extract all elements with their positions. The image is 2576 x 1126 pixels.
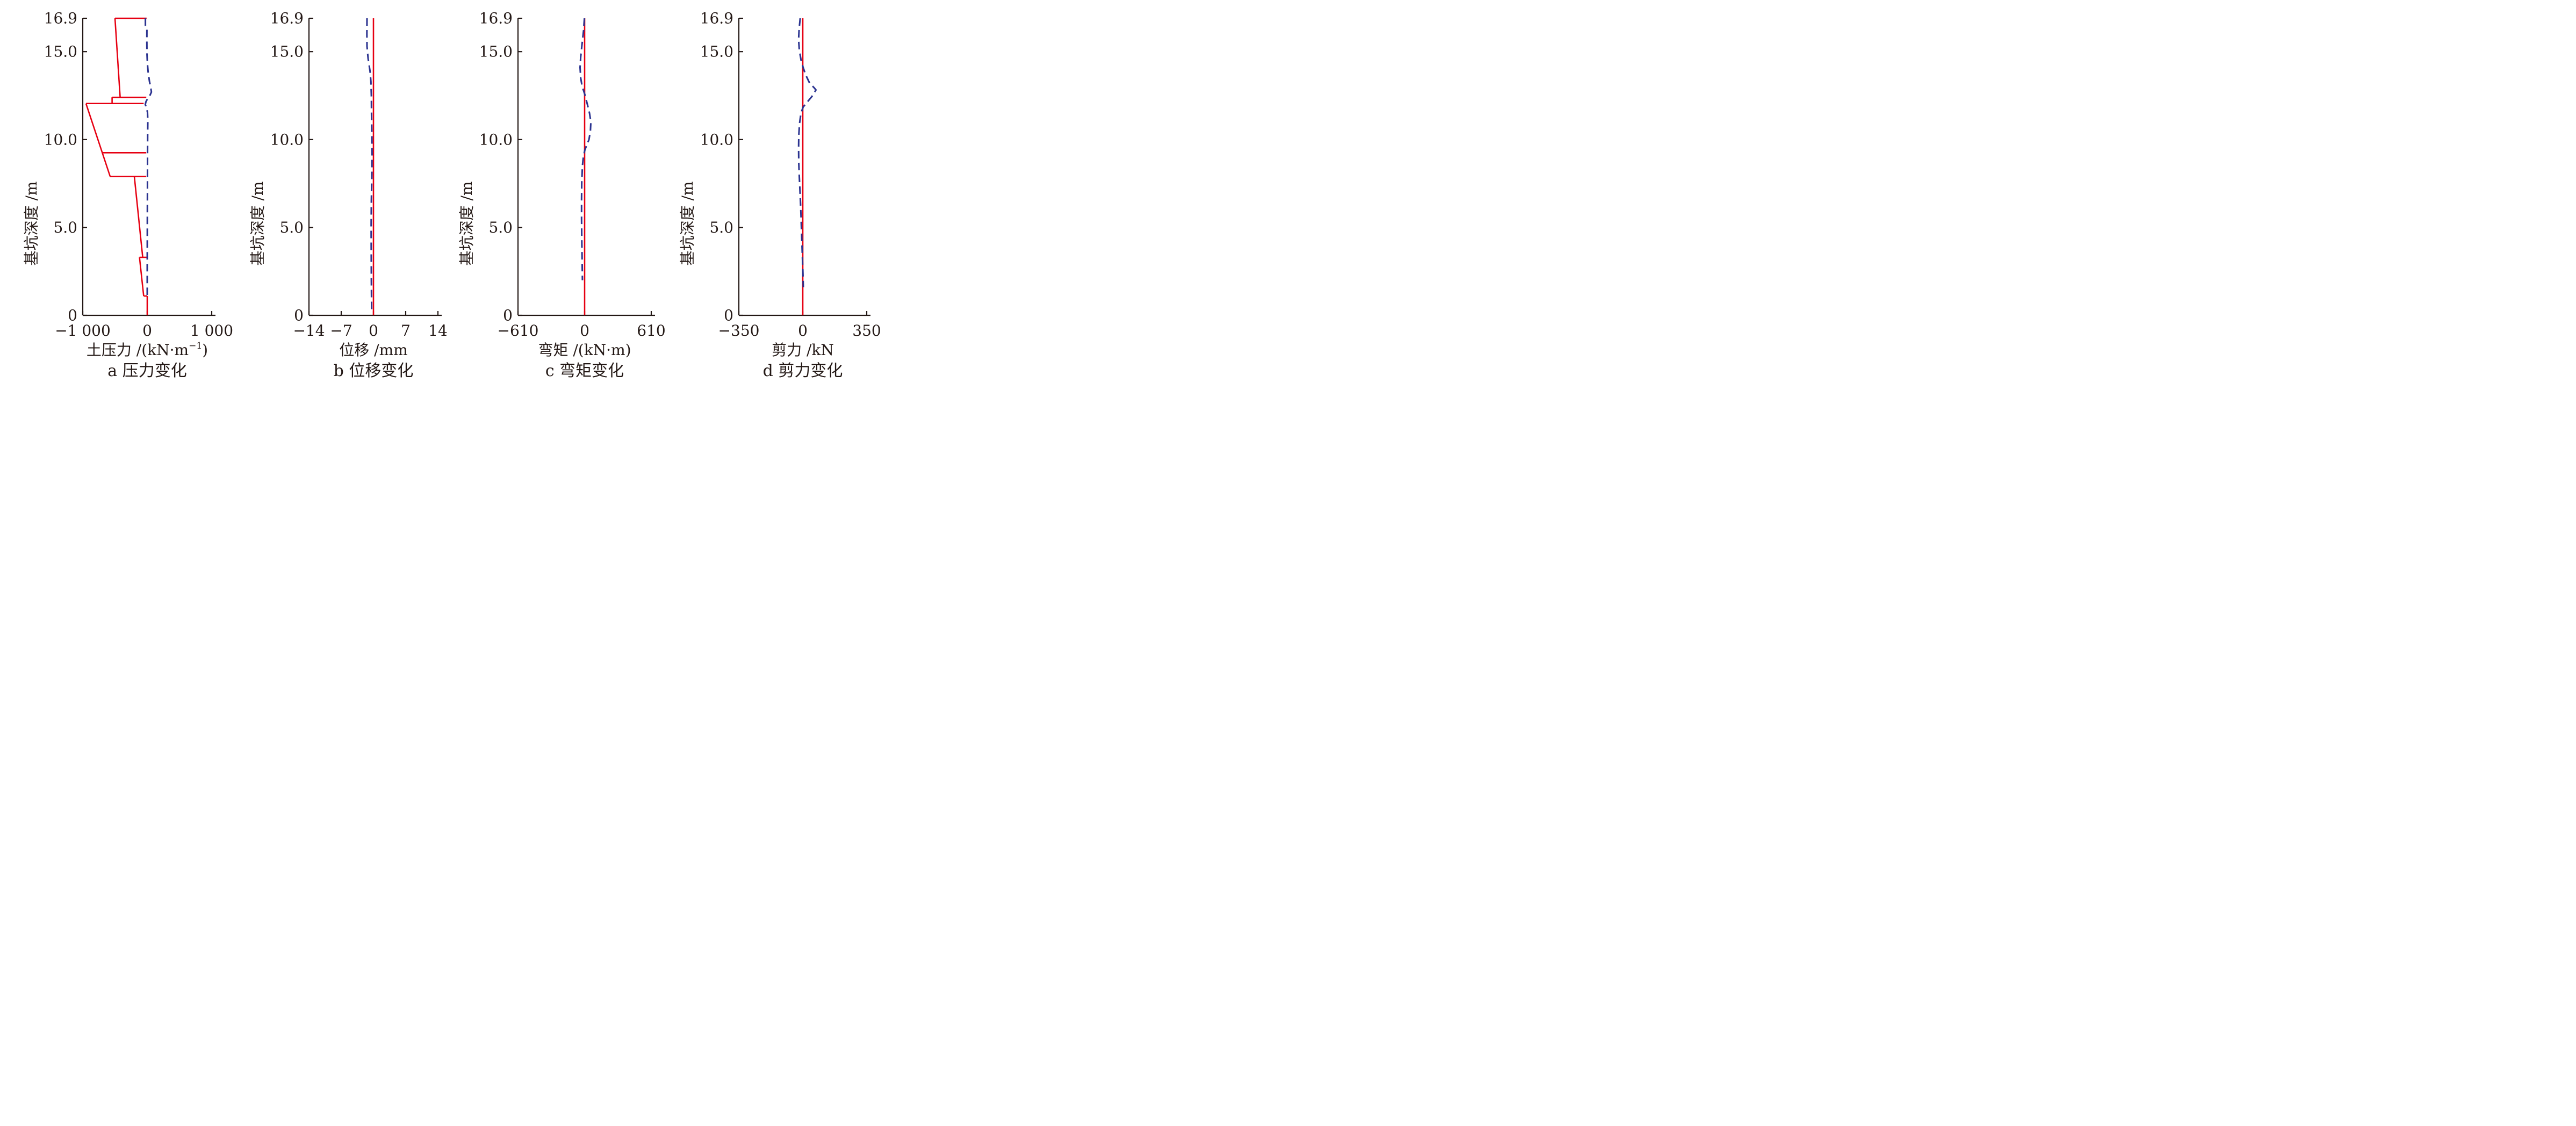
x-tick-label: −350	[718, 322, 760, 340]
y-axis-title: 基坑深度 /m	[23, 182, 40, 266]
y-tick-label: 5.0	[279, 219, 304, 236]
y-tick-label: 16.9	[44, 10, 77, 27]
series-pressure-change	[144, 18, 153, 297]
y-tick-label: 5.0	[488, 219, 513, 236]
x-tick-label: −14	[293, 322, 325, 340]
y-tick-label: 0	[294, 307, 304, 324]
x-tick-label: 0	[580, 322, 589, 340]
x-tick-label: 7	[401, 322, 411, 340]
panel-caption: c 弯矩变化	[545, 362, 624, 380]
series-displacement-change	[366, 18, 373, 311]
y-axis-title: 基坑深度 /m	[679, 182, 696, 266]
series-moment-change	[579, 18, 592, 280]
y-tick-label: 15.0	[479, 43, 513, 61]
y-tick-label: 10.0	[270, 131, 304, 148]
x-axis-title: 土压力 /(kN·m−1)	[87, 341, 208, 359]
x-tick-label: −1 000	[55, 322, 111, 340]
x-tick-label: −7	[330, 322, 352, 340]
y-tick-label: 0	[503, 307, 513, 324]
x-tick-label: 350	[852, 322, 880, 340]
panel-caption: d 剪力变化	[763, 362, 843, 380]
y-tick-label: 15.0	[700, 43, 733, 61]
x-tick-label: −610	[498, 322, 539, 340]
x-tick-label: 0	[142, 322, 152, 340]
x-tick-label: 1 000	[190, 322, 233, 340]
series-shear-change	[797, 18, 817, 287]
x-axis-title: 剪力 /kN	[772, 341, 834, 359]
y-axis-title: 基坑深度 /m	[458, 182, 476, 266]
x-tick-label: 0	[369, 322, 378, 340]
series-segment	[85, 103, 111, 177]
x-axis-title: 位移 /mm	[339, 341, 407, 359]
series-segment	[114, 18, 121, 98]
y-tick-label: 5.0	[53, 219, 77, 236]
x-tick-label: 14	[428, 322, 448, 340]
excavation-depth-profiles-figure: 16.9 15.0 10.0 5.0 0 −1 000 0 1 000 土压力 /(kN·m−1…	[21, 9, 880, 384]
panel-caption: b 位移变化	[334, 362, 414, 380]
y-tick-label: 16.9	[270, 10, 304, 27]
y-tick-label: 0	[68, 307, 77, 324]
y-tick-label: 10.0	[479, 131, 513, 148]
series-segment	[139, 257, 145, 297]
series-earth-pressure-envelope	[85, 17, 148, 315]
x-axis-title: 弯矩 /(kN·m)	[538, 341, 631, 359]
panel-caption: a 压力变化	[107, 362, 186, 380]
y-axis-title: 基坑深度 /m	[249, 182, 267, 266]
y-tick-label: 16.9	[700, 10, 733, 27]
series-segment	[133, 176, 143, 258]
y-tick-label: 10.0	[44, 131, 77, 148]
y-tick-label: 10.0	[700, 131, 733, 148]
x-tick-label: 610	[637, 322, 665, 340]
x-tick-label: 0	[798, 322, 808, 340]
y-tick-label: 16.9	[479, 10, 513, 27]
y-tick-label: 5.0	[709, 219, 733, 236]
y-tick-label: 15.0	[44, 43, 77, 61]
y-tick-label: 15.0	[270, 43, 304, 61]
y-tick-label: 0	[724, 307, 733, 324]
